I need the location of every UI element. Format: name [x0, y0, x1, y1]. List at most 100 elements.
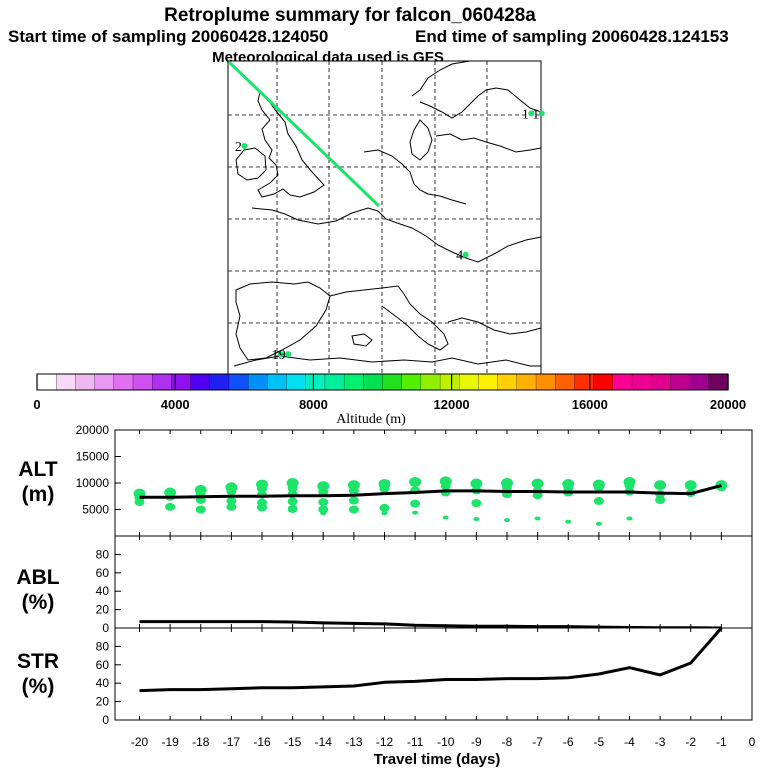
x-tick-label: -17	[223, 735, 241, 749]
y-tick-label: 15000	[76, 450, 110, 464]
alt-point	[624, 481, 635, 490]
x-tick-label: -18	[192, 735, 210, 749]
x-tick-label: 0	[749, 735, 756, 749]
colorbar-cell	[247, 373, 268, 391]
alt-point	[317, 481, 330, 492]
alt-point	[347, 480, 360, 491]
alt-point	[257, 503, 267, 512]
x-axis-label: Travel time (days)	[374, 751, 501, 768]
x-tick-label: -10	[437, 735, 455, 749]
alt-point	[471, 499, 482, 508]
alt-unit: (m)	[22, 483, 55, 506]
str-xticks	[139, 628, 753, 720]
plume-track	[227, 60, 381, 208]
colorbar-cell	[593, 373, 614, 391]
colorbar-cell	[516, 373, 537, 391]
y-tick-label: 60	[96, 658, 110, 672]
alt-point	[381, 511, 388, 516]
alt-xticks	[139, 430, 753, 536]
end-time-label: End time of sampling 20060428.124153	[415, 27, 729, 46]
alt-points	[133, 476, 728, 526]
colorbar-cell	[228, 373, 249, 391]
alt-yaxis: 20000 15000 10000 5000	[76, 423, 121, 517]
y-tick-label: 40	[96, 676, 110, 690]
map-marker-label: 4	[456, 249, 463, 264]
colorbar-cell	[574, 373, 595, 391]
map-markers: 1 1241 9	[235, 107, 545, 363]
colorbar-tick-label: 4000	[161, 397, 190, 412]
colorbar-cell	[612, 373, 633, 391]
colorbar-cell	[132, 373, 153, 391]
y-tick-label: 20000	[76, 423, 110, 437]
colorbar-cell	[209, 373, 230, 391]
alt-point	[440, 482, 451, 491]
colorbar-cell	[631, 373, 652, 391]
str-panel: STR (%) 80 60 40 20 0	[17, 627, 753, 727]
alt-panel-frame	[114, 429, 753, 537]
alt-point	[442, 515, 449, 520]
colorbar-cell	[267, 373, 288, 391]
colorbar-cell	[459, 373, 480, 391]
colorbar-cell	[535, 373, 556, 391]
abl-panel-frame	[114, 535, 753, 629]
colorbar-cells	[36, 373, 729, 391]
x-tick-label: -5	[594, 735, 605, 749]
alt-point	[287, 484, 298, 493]
start-time-label: Start time of sampling 20060428.124050	[8, 27, 328, 46]
alt-point	[195, 505, 206, 514]
colorbar-cell	[152, 373, 173, 391]
alt-panel: ALT (m) 20000 15000 10000 5000	[18, 423, 753, 537]
map-marker-dot	[528, 110, 535, 117]
alt-point	[134, 498, 145, 507]
x-tick-label: -19	[161, 735, 179, 749]
alt-point	[226, 497, 237, 506]
colorbar-cell	[286, 373, 307, 391]
colorbar-cell	[478, 373, 499, 391]
str-yaxis: 80 60 40 20 0	[96, 639, 121, 727]
map-marker-label: 2	[235, 140, 242, 155]
colorbar-tick-label: 20000	[710, 397, 746, 412]
alt-point	[348, 486, 359, 495]
x-tick-label: -8	[502, 735, 513, 749]
colorbar-cell	[113, 373, 134, 391]
colorbar-cell	[343, 373, 364, 391]
colorbar-cell	[171, 373, 192, 391]
figure-title: Retroplume summary for falcon_060428a	[164, 5, 536, 26]
alt-label: ALT	[18, 458, 57, 481]
alt-point	[593, 497, 604, 506]
colorbar-cell	[36, 373, 57, 391]
abl-panel: ABL (%) 80 60 40 20 0	[16, 535, 753, 635]
x-tick-label: -11	[407, 735, 424, 749]
map-marker-dot	[277, 351, 284, 358]
abl-unit: (%)	[22, 591, 55, 614]
str-line	[139, 627, 723, 693]
x-tick-label: -1	[716, 735, 727, 749]
colorbar-cell	[363, 373, 384, 391]
colorbar: 0 4000 8000 12000 16000 20000 Altitude (m)	[33, 373, 746, 427]
alt-median-line	[139, 484, 722, 499]
alt-point	[410, 499, 421, 508]
x-tick-label: -16	[253, 735, 271, 749]
abl-label: ABL	[16, 566, 59, 589]
alt-point	[379, 503, 390, 512]
str-label: STR	[17, 650, 59, 673]
alt-point	[379, 484, 390, 493]
alt-point	[257, 484, 267, 493]
colorbar-tick-label: 12000	[434, 397, 470, 412]
alt-point	[593, 483, 604, 492]
colorbar-cell	[324, 373, 345, 391]
colorbar-ticks: 0 4000 8000 12000 16000 20000	[33, 374, 746, 412]
colorbar-cell	[689, 373, 710, 391]
x-tick-label: -7	[532, 735, 543, 749]
x-tick-label: -2	[685, 735, 696, 749]
alt-point	[654, 480, 667, 491]
map-marker-dot	[241, 143, 248, 150]
map-marker-label: 9	[279, 348, 286, 363]
colorbar-cell	[670, 373, 691, 391]
colorbar-cell	[94, 373, 115, 391]
colorbar-cell	[75, 373, 96, 391]
colorbar-tick-label: 0	[33, 397, 40, 412]
alt-point	[504, 518, 510, 523]
colorbar-cell	[439, 373, 460, 391]
